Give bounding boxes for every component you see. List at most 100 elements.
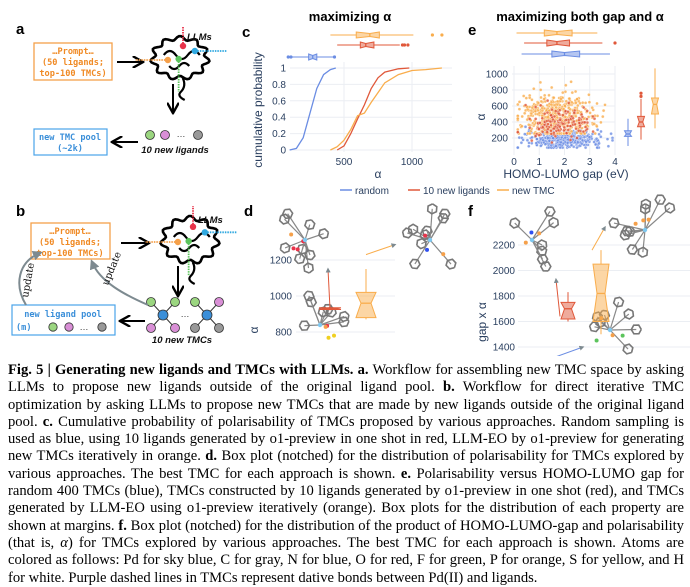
tmcs-label: 10 new TMCs [152, 335, 212, 346]
x-tick-label: 1000 [401, 157, 424, 168]
caption-segment: b. [443, 379, 455, 395]
outlier-point [333, 55, 336, 58]
brain-node [192, 48, 198, 54]
panel-label-e: e [468, 22, 476, 39]
panel-label-b: b [16, 203, 25, 220]
scatter-point [553, 127, 556, 130]
pd-atom [303, 238, 307, 242]
scatter-point [540, 100, 543, 103]
scatter-point [547, 136, 550, 139]
scatter-point [577, 129, 580, 132]
scatter-point [541, 130, 544, 133]
scatter-point [558, 112, 561, 115]
scatter-point [546, 131, 549, 134]
scatter-point [551, 118, 554, 121]
scatter-point [599, 121, 602, 124]
ligand-gray-icon [194, 131, 203, 140]
ligand-node [215, 298, 224, 307]
scatter-point [521, 115, 524, 118]
brain-node [185, 238, 191, 244]
scatter-point [522, 138, 525, 141]
tmc-nodes: … [147, 298, 224, 333]
scatter-point [596, 128, 599, 131]
scatter-point [532, 87, 535, 90]
scatter-point [547, 116, 550, 119]
scatter-point [583, 136, 586, 139]
scatter-point [596, 146, 599, 149]
y-tick-label: 1800 [493, 292, 516, 303]
caption-segment: c. [43, 414, 53, 430]
scatter-point [574, 115, 577, 118]
scatter-point [536, 109, 539, 112]
scatter-point [523, 112, 526, 115]
figure: a b c d e f …Prompt… (50 ligands; top-10… [0, 0, 690, 356]
scatter-point [554, 135, 557, 138]
ring [614, 297, 624, 307]
scatter-point [522, 95, 525, 98]
prompt-line: …Prompt… [52, 47, 93, 57]
chart-scatter: maximizing both gap and α α HOMO-LUMO ga… [474, 9, 664, 181]
scatter-point [567, 101, 570, 104]
atom [595, 339, 599, 343]
prompt-line: …Prompt… [49, 227, 90, 237]
scatter-point [576, 136, 579, 139]
y-axis-label: gap x α [475, 302, 489, 342]
scatter-point [550, 86, 553, 89]
y-tick-label: 0.6 [272, 96, 286, 107]
outlier-point [440, 33, 443, 36]
ligand-node [171, 324, 180, 333]
outlier-point [403, 43, 406, 46]
scatter-point [596, 102, 599, 105]
ligand-pink-icon [161, 131, 170, 140]
scatter-point [569, 125, 572, 128]
scatter-point [543, 112, 546, 115]
scatter-point [520, 141, 523, 144]
chart-box-gap-alpha: gap x α 1000120014001600180020002200 [475, 195, 690, 356]
scatter-point [534, 117, 537, 120]
ligand-green-icon [146, 131, 155, 140]
atom [296, 247, 300, 251]
scatter-point [573, 141, 576, 144]
scatter-point [550, 141, 553, 144]
scatter-point [534, 135, 537, 138]
y-axis-label: cumulative probability [251, 52, 265, 167]
scatter-point [534, 106, 537, 109]
scatter-point [565, 118, 568, 121]
scatter-point [611, 139, 614, 142]
y-tick-label: 2200 [493, 241, 516, 252]
scatter-point [549, 120, 552, 123]
scatter-point [580, 113, 583, 116]
chart-cumulative: maximizing α cumulative probability α 00… [251, 9, 452, 181]
scatter-point [566, 141, 569, 144]
workflow-b: …Prompt… (50 ligands; top-100 TMCs) LLMs… [12, 206, 237, 346]
scatter-point [553, 115, 556, 118]
chart-title: maximizing both gap and α [496, 9, 664, 24]
atom [529, 231, 533, 235]
atom [634, 222, 638, 226]
scatter-point [579, 102, 582, 105]
scatter-point [575, 146, 578, 149]
atom [425, 248, 429, 252]
x-axis-label: HOMO-LUMO gap (eV) [503, 167, 628, 181]
bond [610, 330, 628, 349]
box [544, 30, 572, 36]
scatter-point [528, 132, 531, 135]
bond [515, 223, 532, 240]
ring [339, 312, 349, 322]
y-tick-label: 1400 [493, 343, 516, 354]
y-tick-label: 1 [280, 64, 286, 75]
ring [549, 218, 558, 228]
ligand-gray-icon [98, 323, 106, 331]
scatter-point [528, 106, 531, 109]
ligand-node [215, 324, 224, 333]
scatter-point [531, 106, 534, 109]
scatter-point [550, 129, 553, 132]
scatter-point [558, 125, 561, 128]
ring [295, 254, 305, 264]
scatter-point [539, 104, 542, 107]
scatter-point [543, 98, 546, 101]
scatter-point [561, 91, 564, 94]
prompt-line: top-100 TMCs) [36, 249, 103, 259]
scatter-point [538, 112, 541, 115]
scatter-point [552, 96, 555, 99]
